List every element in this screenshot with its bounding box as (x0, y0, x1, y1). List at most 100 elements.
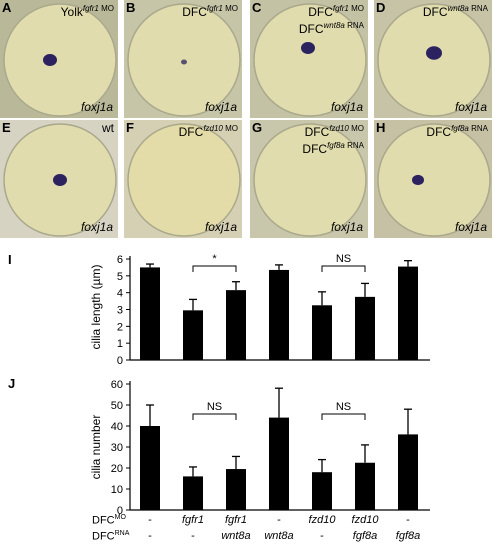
xaxis-row-mo: DFCMO - fgfr1 fgfr1 - fzd10 fzd10 - (0, 514, 494, 528)
y-tick-label: 20 (111, 463, 123, 475)
gene-label: foxj1a (204, 220, 237, 234)
embryo (377, 3, 491, 117)
bar (226, 290, 246, 360)
gene-label: foxj1a (330, 100, 363, 114)
y-tick-label: 3 (117, 305, 123, 317)
embryo (253, 123, 367, 237)
y-axis-label: cilia number (89, 415, 103, 480)
panel-letter: E (2, 120, 11, 135)
y-tick-label: 6 (117, 254, 123, 266)
panel-title: DFCfgfr1 MO (182, 4, 238, 19)
y-tick-label: 50 (111, 400, 123, 412)
foxj1a-stain (53, 174, 67, 186)
panel-g: G DFCfzd10 MO DFCfgf8a RNA foxj1a (250, 120, 368, 238)
significance-bracket (192, 265, 237, 272)
embryo (377, 123, 491, 237)
xaxis-cell: wnt8a (221, 530, 251, 542)
gene-label: foxj1a (80, 100, 113, 114)
bar (312, 472, 332, 510)
bar (398, 434, 418, 510)
panel-title: DFCfzd10 MO DFCfgf8a RNA (302, 124, 364, 156)
bar (183, 476, 203, 510)
xaxis-cell: wnt8a (264, 530, 294, 542)
y-tick-label: 1 (117, 338, 123, 350)
significance-label: NS (336, 253, 351, 265)
gene-label: foxj1a (204, 100, 237, 114)
bar (140, 426, 160, 510)
panel-letter: G (252, 120, 263, 135)
xaxis-cell: - (320, 530, 324, 542)
gene-label: foxj1a (80, 220, 113, 234)
bar (226, 469, 246, 510)
significance-bracket (192, 413, 237, 420)
foxj1a-stain (412, 174, 424, 186)
xaxis-cell: - (406, 514, 410, 526)
panel-a: A Yolkfgfr1 MO foxj1a (0, 0, 118, 118)
embryo (253, 3, 367, 117)
embryo (127, 123, 241, 237)
chart-j-letter: J (8, 376, 16, 391)
bar (355, 296, 375, 360)
xaxis-cell: fgfr1 (181, 514, 204, 526)
y-axis-label: cilia length (µm) (89, 265, 103, 350)
xaxis-cell: fgf8a (352, 530, 378, 542)
bar (269, 269, 289, 360)
y-tick-label: 2 (117, 321, 123, 333)
xaxis-cell: - (191, 530, 195, 542)
bar (398, 266, 418, 360)
y-tick-label: 0 (117, 505, 123, 517)
panel-title: DFCwnt8a RNA (422, 4, 488, 19)
panel-letter: F (126, 120, 134, 135)
bar (312, 305, 332, 360)
xaxis-cell: - (277, 514, 281, 526)
panel-letter: B (126, 0, 136, 15)
panel-letter: D (376, 0, 386, 15)
foxj1a-stain (426, 46, 442, 60)
y-tick-label: 10 (111, 484, 123, 496)
significance-label: NS (207, 401, 222, 413)
y-tick-label: 30 (111, 442, 123, 454)
chart-i-letter: I (8, 252, 12, 267)
gene-label: foxj1a (454, 220, 487, 234)
xaxis-cell: fgf8a (395, 530, 421, 542)
panel-title: DFCfgf8a RNA (426, 124, 488, 139)
panel-h: H DFCfgf8a RNA foxj1a (374, 120, 492, 238)
xaxis-row-rna-label: DFCRNA (92, 530, 130, 543)
panel-title: DFCfgfr1 MO DFCwnt8a RNA (298, 4, 364, 36)
xaxis-cell: fgfr1 (224, 514, 247, 526)
foxj1a-stain (181, 59, 187, 65)
panel-letter: C (252, 0, 262, 15)
panel-f: F DFCfzd10 MO foxj1a (124, 120, 242, 238)
foxj1a-stain (301, 42, 315, 54)
significance-label: * (212, 253, 217, 265)
significance-label: NS (336, 401, 351, 413)
xaxis-cell: - (148, 530, 152, 542)
gene-label: foxj1a (330, 220, 363, 234)
xaxis-cell: fzd10 (308, 514, 336, 526)
panel-letter: H (376, 120, 386, 135)
y-tick-label: 4 (117, 288, 123, 300)
panel-d: D DFCwnt8a RNA foxj1a (374, 0, 492, 118)
bar (355, 462, 375, 510)
significance-bracket (321, 265, 366, 272)
panel-letter: A (2, 0, 12, 15)
xaxis-cell: - (148, 514, 152, 526)
y-tick-label: 5 (117, 271, 123, 283)
gene-label: foxj1a (454, 100, 487, 114)
foxj1a-stain (43, 54, 57, 66)
embryo (3, 3, 117, 117)
bar (183, 310, 203, 360)
y-tick-label: 40 (111, 421, 123, 433)
xaxis-row-mo-label: DFCMO (92, 514, 126, 527)
panel-title: Yolkfgfr1 MO (60, 4, 114, 19)
panel-title: wt (102, 121, 114, 135)
panel-title: DFCfzd10 MO (178, 124, 238, 139)
chart-i: 0 1 2 3 4 5 6 cilia length (µm) * NS (89, 253, 430, 365)
y-tick-label: 0 (117, 355, 123, 365)
xaxis-row-rna: DFCRNA - - wnt8a wnt8a - fgf8a fgf8a (0, 530, 494, 544)
significance-bracket (321, 413, 366, 420)
xaxis-cell: fzd10 (351, 514, 379, 526)
panel-c: C DFCfgfr1 MO DFCwnt8a RNA foxj1a (250, 0, 368, 118)
y-tick-label: 60 (111, 379, 123, 391)
